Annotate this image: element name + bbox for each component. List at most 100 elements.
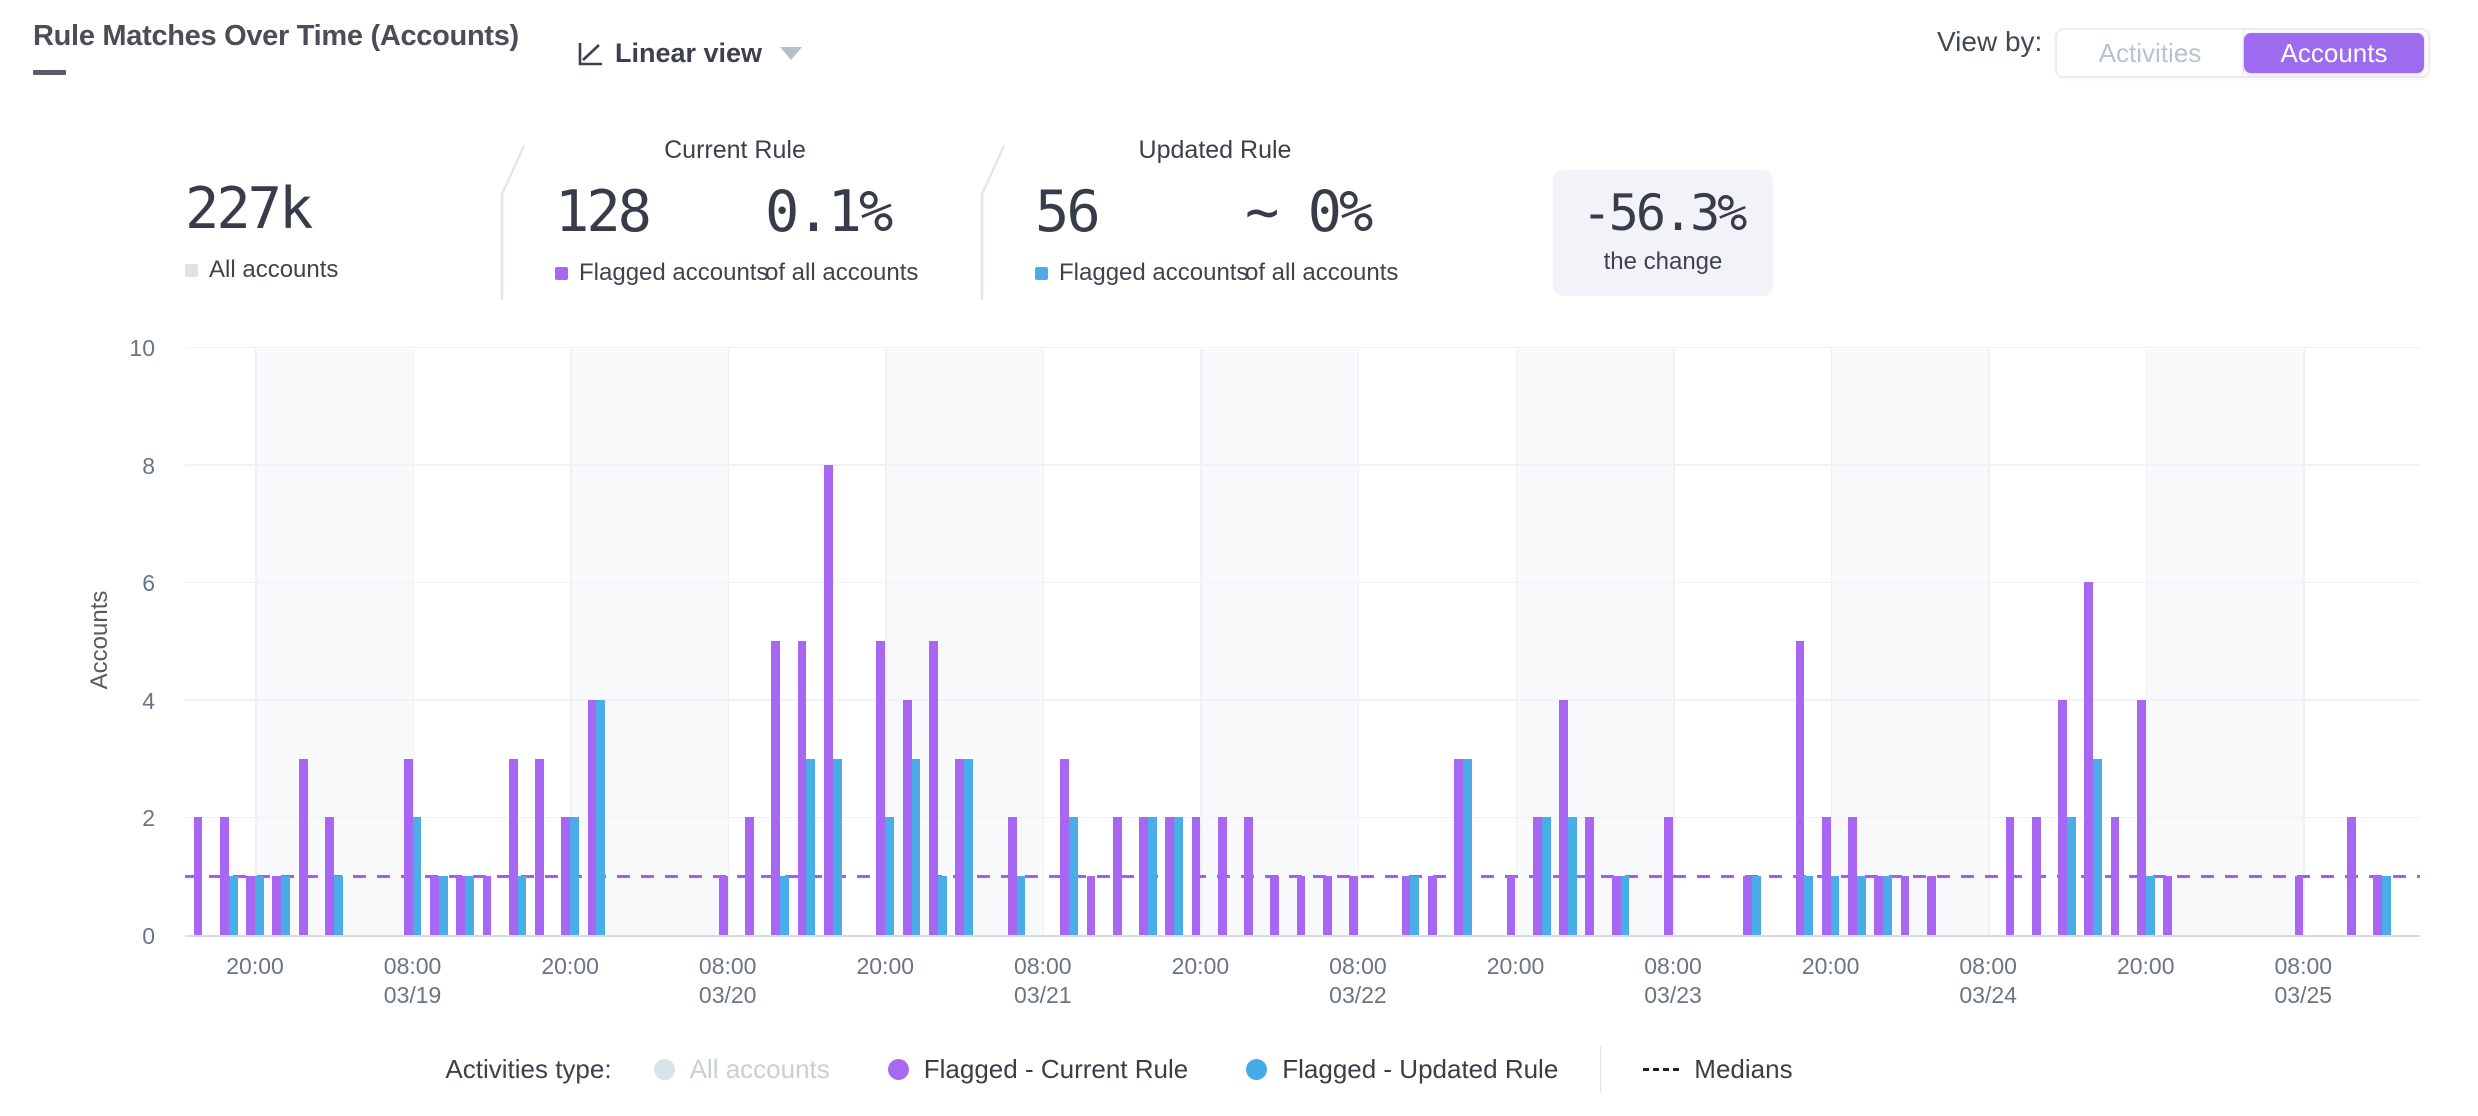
bar-flagged-current[interactable] xyxy=(1086,876,1096,935)
bar-flagged-updated[interactable] xyxy=(1147,817,1157,935)
bar-flagged-updated[interactable] xyxy=(832,758,842,935)
bar-flagged-updated[interactable] xyxy=(465,876,474,935)
bar-flagged-updated[interactable] xyxy=(596,699,606,935)
legend-item-0[interactable]: All accounts xyxy=(653,1054,830,1085)
bar-flagged-current[interactable] xyxy=(1585,817,1595,935)
bar-flagged-updated[interactable] xyxy=(1568,817,1577,935)
bar-flagged-current[interactable] xyxy=(272,876,282,935)
bar-flagged-current[interactable] xyxy=(1559,699,1569,935)
bar-flagged-current[interactable] xyxy=(1060,758,1070,935)
bar-flagged-updated[interactable] xyxy=(911,758,921,935)
bar-flagged-current[interactable] xyxy=(2084,582,2094,935)
bar-flagged-current[interactable] xyxy=(298,758,308,935)
bar-flagged-current[interactable] xyxy=(325,817,334,935)
bar-flagged-updated[interactable] xyxy=(1804,876,1814,935)
bar-flagged-current[interactable] xyxy=(456,876,466,935)
bar-flagged-current[interactable] xyxy=(1322,876,1332,935)
bar-flagged-current[interactable] xyxy=(1217,817,1227,935)
bar-flagged-updated[interactable] xyxy=(806,758,816,935)
bar-flagged-current[interactable] xyxy=(718,876,728,935)
bar-flagged-current[interactable] xyxy=(587,699,597,935)
bar-flagged-updated[interactable] xyxy=(2382,876,2391,935)
bar-flagged-current[interactable] xyxy=(797,641,807,935)
bar-flagged-current[interactable] xyxy=(1900,876,1910,935)
bar-flagged-current[interactable] xyxy=(482,876,492,935)
bar-flagged-updated[interactable] xyxy=(281,876,291,935)
bar-flagged-current[interactable] xyxy=(1139,817,1148,935)
bar-flagged-updated[interactable] xyxy=(438,876,448,935)
bar-flagged-updated[interactable] xyxy=(2145,876,2155,935)
bar-flagged-current[interactable] xyxy=(1427,876,1437,935)
bar-flagged-current[interactable] xyxy=(1664,817,1674,935)
bar-flagged-current[interactable] xyxy=(2005,817,2015,935)
bar-flagged-current[interactable] xyxy=(219,817,229,935)
bar-flagged-current[interactable] xyxy=(1401,876,1411,935)
bar-flagged-current[interactable] xyxy=(745,817,754,935)
bar-flagged-current[interactable] xyxy=(876,641,886,935)
bar-flagged-current[interactable] xyxy=(403,758,413,935)
bar-flagged-updated[interactable] xyxy=(885,817,895,935)
bar-flagged-updated[interactable] xyxy=(1856,876,1866,935)
bar-flagged-updated[interactable] xyxy=(1174,817,1183,935)
bar-flagged-current[interactable] xyxy=(1112,817,1122,935)
bar-flagged-current[interactable] xyxy=(2136,699,2146,935)
view-by-option-activities[interactable]: Activities xyxy=(2057,30,2244,76)
bar-flagged-current[interactable] xyxy=(1244,817,1253,935)
bar-flagged-current[interactable] xyxy=(2163,876,2172,935)
bar-flagged-current[interactable] xyxy=(561,817,571,935)
bar-flagged-updated[interactable] xyxy=(517,876,527,935)
bar-flagged-current[interactable] xyxy=(1506,876,1516,935)
bar-flagged-updated[interactable] xyxy=(1016,876,1026,935)
bar-flagged-current[interactable] xyxy=(1821,817,1831,935)
bar-flagged-current[interactable] xyxy=(1874,876,1884,935)
bar-flagged-current[interactable] xyxy=(1532,817,1542,935)
bar-flagged-updated[interactable] xyxy=(1069,817,1078,935)
bar-flagged-updated[interactable] xyxy=(1462,758,1472,935)
bar-flagged-current[interactable] xyxy=(1007,817,1017,935)
bar-flagged-current[interactable] xyxy=(535,758,544,935)
bar-flagged-updated[interactable] xyxy=(1883,876,1892,935)
legend-item-1[interactable]: Flagged - Current Rule xyxy=(887,1054,1188,1085)
bar-flagged-current[interactable] xyxy=(902,699,912,935)
bar-flagged-current[interactable] xyxy=(771,641,781,935)
bar-flagged-current[interactable] xyxy=(1743,876,1752,935)
bar-flagged-current[interactable] xyxy=(1454,758,1463,935)
bar-flagged-updated[interactable] xyxy=(964,758,973,935)
bar-flagged-updated[interactable] xyxy=(1751,876,1761,935)
bar-flagged-updated[interactable] xyxy=(1541,817,1551,935)
bar-flagged-current[interactable] xyxy=(1848,817,1857,935)
chart-view-mode-dropdown[interactable]: Linear view xyxy=(575,38,803,69)
bar-flagged-current[interactable] xyxy=(1296,876,1306,935)
view-by-option-accounts[interactable]: Accounts xyxy=(2244,33,2424,73)
bar-flagged-current[interactable] xyxy=(2031,817,2041,935)
bar-flagged-current[interactable] xyxy=(2058,699,2067,935)
bar-flagged-updated[interactable] xyxy=(570,817,579,935)
bar-flagged-updated[interactable] xyxy=(228,876,238,935)
bar-flagged-updated[interactable] xyxy=(333,876,343,935)
bar-flagged-updated[interactable] xyxy=(2066,817,2076,935)
bar-flagged-current[interactable] xyxy=(1349,876,1358,935)
bar-flagged-updated[interactable] xyxy=(412,817,422,935)
bar-flagged-current[interactable] xyxy=(928,641,938,935)
bar-flagged-current[interactable] xyxy=(1191,817,1201,935)
bar-flagged-current[interactable] xyxy=(2373,876,2383,935)
bar-flagged-current[interactable] xyxy=(508,758,518,935)
bar-flagged-current[interactable] xyxy=(193,817,203,935)
bar-flagged-updated[interactable] xyxy=(937,876,947,935)
bar-flagged-current[interactable] xyxy=(2110,817,2120,935)
bar-flagged-updated[interactable] xyxy=(1620,876,1630,935)
bar-flagged-current[interactable] xyxy=(246,876,256,935)
bar-flagged-current[interactable] xyxy=(1795,641,1805,935)
bar-flagged-updated[interactable] xyxy=(780,876,790,935)
legend-item-medians[interactable]: Medians xyxy=(1643,1054,1793,1085)
bar-flagged-updated[interactable] xyxy=(1410,876,1420,935)
bar-flagged-current[interactable] xyxy=(1926,876,1936,935)
bar-flagged-updated[interactable] xyxy=(2093,758,2103,935)
bar-flagged-updated[interactable] xyxy=(1830,876,1840,935)
bar-flagged-current[interactable] xyxy=(1165,817,1175,935)
bar-flagged-updated[interactable] xyxy=(255,876,264,935)
bar-flagged-current[interactable] xyxy=(823,464,833,935)
legend-item-2[interactable]: Flagged - Updated Rule xyxy=(1246,1054,1558,1085)
bar-flagged-current[interactable] xyxy=(430,876,439,935)
bar-flagged-current[interactable] xyxy=(1270,876,1280,935)
